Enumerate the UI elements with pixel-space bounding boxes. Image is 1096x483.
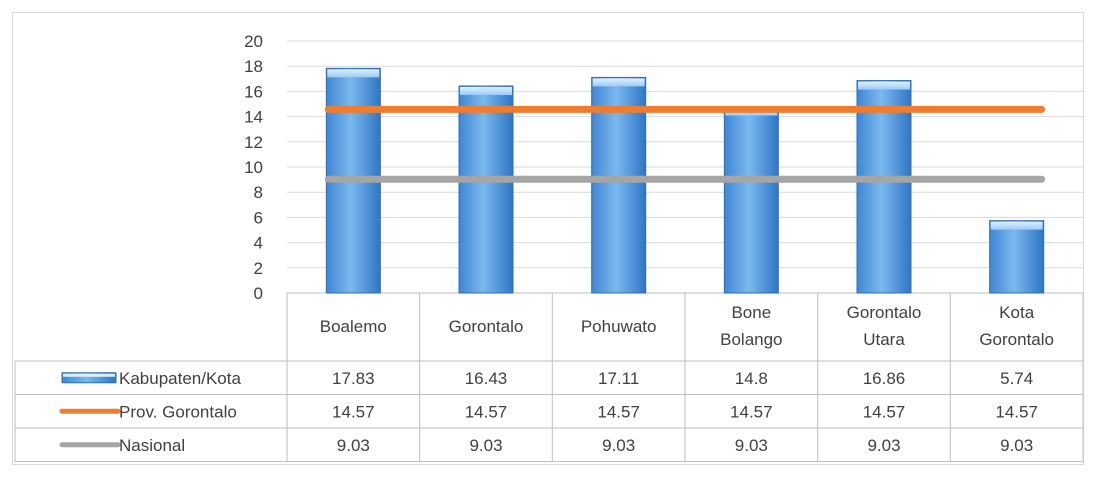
data-label: 9.03 xyxy=(337,436,370,455)
bar-body xyxy=(989,220,1045,294)
y-tick-label: 12 xyxy=(244,133,263,152)
bar xyxy=(989,220,1045,294)
bar xyxy=(723,106,779,294)
legend-key-bar-highlight xyxy=(63,373,115,377)
data-label: 14.57 xyxy=(597,402,640,421)
x-category-label-line: Boalemo xyxy=(320,317,387,336)
data-label: 5.74 xyxy=(1000,369,1033,388)
chart-frame xyxy=(12,12,1084,465)
y-tick-label: 14 xyxy=(244,108,263,127)
x-category-label: Gorontalo Utara xyxy=(847,303,922,349)
data-label: 16.86 xyxy=(863,369,906,388)
data-label: 14.57 xyxy=(995,402,1038,421)
data-label: 14.57 xyxy=(465,402,508,421)
bar-body xyxy=(458,85,514,294)
data-label: 16.43 xyxy=(465,369,508,388)
bar-top-highlight xyxy=(990,221,1043,230)
bar xyxy=(856,80,912,294)
data-label: 9.03 xyxy=(867,436,900,455)
bar-top-highlight xyxy=(327,69,380,78)
legend-label: Nasional xyxy=(119,436,185,455)
y-tick-label: 8 xyxy=(254,183,263,202)
x-category-label: Boalemo xyxy=(320,317,387,336)
legend-key-bar xyxy=(61,372,117,384)
x-category-label-line: Pohuwato xyxy=(581,317,657,336)
y-tick-label: 4 xyxy=(254,234,263,253)
bar-body xyxy=(591,76,647,294)
x-category-label-line: Bolango xyxy=(720,330,782,349)
data-label: 17.83 xyxy=(332,369,375,388)
legend-label: Prov. Gorontalo xyxy=(119,402,237,421)
x-category-label-line: Kota xyxy=(999,303,1035,322)
y-tick-label: 16 xyxy=(244,82,263,101)
data-label: 9.03 xyxy=(735,436,768,455)
x-category-label-line: Bone xyxy=(731,303,771,322)
data-label: 9.03 xyxy=(602,436,635,455)
y-tick-label: 18 xyxy=(244,57,263,76)
data-label: 14.57 xyxy=(863,402,906,421)
bar-body xyxy=(856,80,912,294)
legend-label: Kabupaten/Kota xyxy=(119,369,241,388)
data-label: 14.8 xyxy=(735,369,768,388)
y-tick-label: 2 xyxy=(254,259,263,278)
data-label: 14.57 xyxy=(332,402,375,421)
bar-top-highlight xyxy=(858,81,910,90)
x-category-label-line: Utara xyxy=(863,330,905,349)
x-category-label: Pohuwato xyxy=(581,317,657,336)
bar xyxy=(591,76,647,294)
data-label: 14.57 xyxy=(730,402,773,421)
x-category-label: Gorontalo xyxy=(449,317,524,336)
bar-top-highlight xyxy=(460,86,512,95)
y-tick-label: 0 xyxy=(254,284,263,303)
data-label: 9.03 xyxy=(1000,436,1033,455)
y-tick-label: 6 xyxy=(254,208,263,227)
x-category-label-line: Gorontalo xyxy=(847,303,922,322)
y-tick-label: 10 xyxy=(244,158,263,177)
x-category-label-line: Gorontalo xyxy=(449,317,524,336)
data-label: 9.03 xyxy=(469,436,502,455)
y-tick-label: 20 xyxy=(244,32,263,51)
bar-top-highlight xyxy=(592,78,645,87)
bar xyxy=(458,85,514,294)
x-category-label: Kota Gorontalo xyxy=(979,303,1054,349)
x-category-label-line: Gorontalo xyxy=(979,330,1054,349)
bar-body xyxy=(723,106,779,294)
data-label: 17.11 xyxy=(598,369,639,388)
x-category-label: Bone Bolango xyxy=(720,303,782,349)
